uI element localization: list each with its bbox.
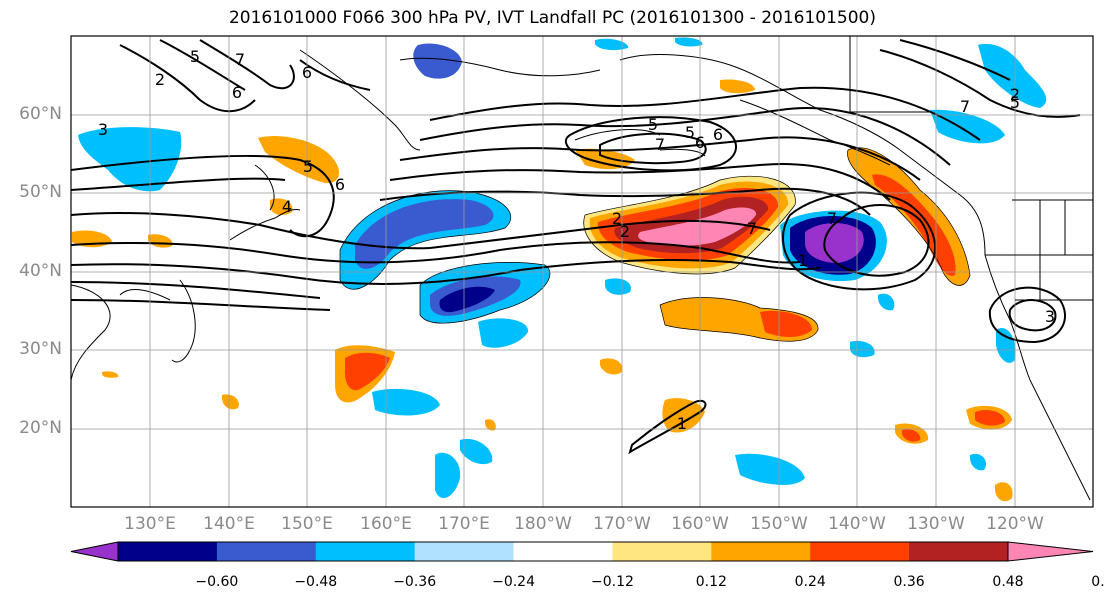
shaded-field (72, 37, 1047, 502)
colorbar-extend-max (1007, 541, 1094, 562)
contour-label: 1 (677, 414, 687, 433)
colorbar-tick-label: 0.24 (794, 574, 826, 590)
contour-label: 7 (960, 97, 970, 116)
lon-label: 160°E (360, 514, 412, 534)
colorbar-segment (909, 542, 1009, 561)
colorbar (70, 541, 1094, 562)
lat-label: 30°N (19, 339, 62, 359)
lat-label: 40°N (19, 261, 62, 281)
lon-label: 120°W (986, 514, 1044, 534)
lon-label: 130°E (124, 514, 176, 534)
colorbar-extend-min (70, 541, 119, 562)
colorbar-tick-label: −0.36 (393, 574, 437, 590)
colorbar-tick-label: −0.12 (590, 574, 634, 590)
colorbar-tick-label: 0.48 (992, 574, 1024, 590)
contour-label: 7 (235, 50, 245, 69)
lat-label: 20°N (19, 418, 62, 438)
colorbar-segment (612, 542, 712, 561)
contour-label: 2 (620, 222, 630, 241)
anomaly-outlines (339, 147, 971, 342)
colorbar-tick-label: 0.36 (893, 574, 925, 590)
contour-label: 4 (282, 197, 292, 216)
colorbar-tick-label: 0.12 (695, 574, 727, 590)
contour-label: 6 (335, 175, 345, 194)
lon-label: 170°E (438, 514, 490, 534)
contour-label: 7 (655, 135, 665, 154)
contour-label: 3 (1045, 307, 1055, 326)
lon-label: 140°W (828, 514, 886, 534)
contour-label: 7 (747, 219, 757, 238)
contour-label: 2 (1010, 85, 1020, 104)
lon-label: 170°W (593, 514, 651, 534)
contour-label: 5 (648, 115, 658, 134)
contour-label: 5 (1010, 93, 1020, 112)
contour-label: 2 (612, 209, 622, 228)
contour-label: 5 (685, 123, 695, 142)
plot-frame (70, 35, 1094, 508)
contour-label: 2 (155, 70, 165, 89)
colorbar-segment (513, 542, 613, 561)
coastlines (71, 49, 1091, 501)
lon-label: 150°W (750, 514, 808, 534)
colorbar-tick-label: −0.24 (492, 574, 535, 590)
colorbar-tick-label: −0.48 (294, 574, 338, 590)
map-title: 2016101000 F066 300 hPa PV, IVT Landfall… (228, 8, 876, 28)
colorbar-segment (216, 542, 317, 561)
contour-label: 6 (695, 133, 705, 152)
colorbar-segment (118, 542, 218, 561)
contour-label: 5 (190, 47, 200, 66)
colorbar-segment (315, 542, 416, 561)
country-borders (849, 36, 1093, 301)
contour-label: 7 (827, 209, 837, 228)
colorbar-segment (711, 542, 811, 561)
colorbar-segment (414, 542, 515, 561)
lat-label: 60°N (19, 104, 62, 124)
contour-label: 6 (302, 63, 312, 82)
contour-label: 5 (303, 157, 313, 176)
contour-label: 6 (232, 83, 242, 102)
contour-label: 6 (713, 125, 723, 144)
gridlines (71, 36, 1093, 507)
colorbar-tick-label: −0.60 (195, 574, 239, 590)
contour-label: 1 (798, 251, 808, 270)
lon-label: 150°E (281, 514, 333, 534)
colorbar-tick-label: 0.60 (1091, 574, 1105, 590)
lat-label: 50°N (19, 182, 62, 202)
pv-contours (71, 39, 1081, 455)
lon-label: 160°W (671, 514, 729, 534)
lon-label: 180°W (514, 514, 572, 534)
colorbar-segment (810, 542, 910, 561)
contour-label: 3 (98, 120, 108, 139)
lon-label: 140°E (203, 514, 255, 534)
lon-label: 130°W (907, 514, 965, 534)
